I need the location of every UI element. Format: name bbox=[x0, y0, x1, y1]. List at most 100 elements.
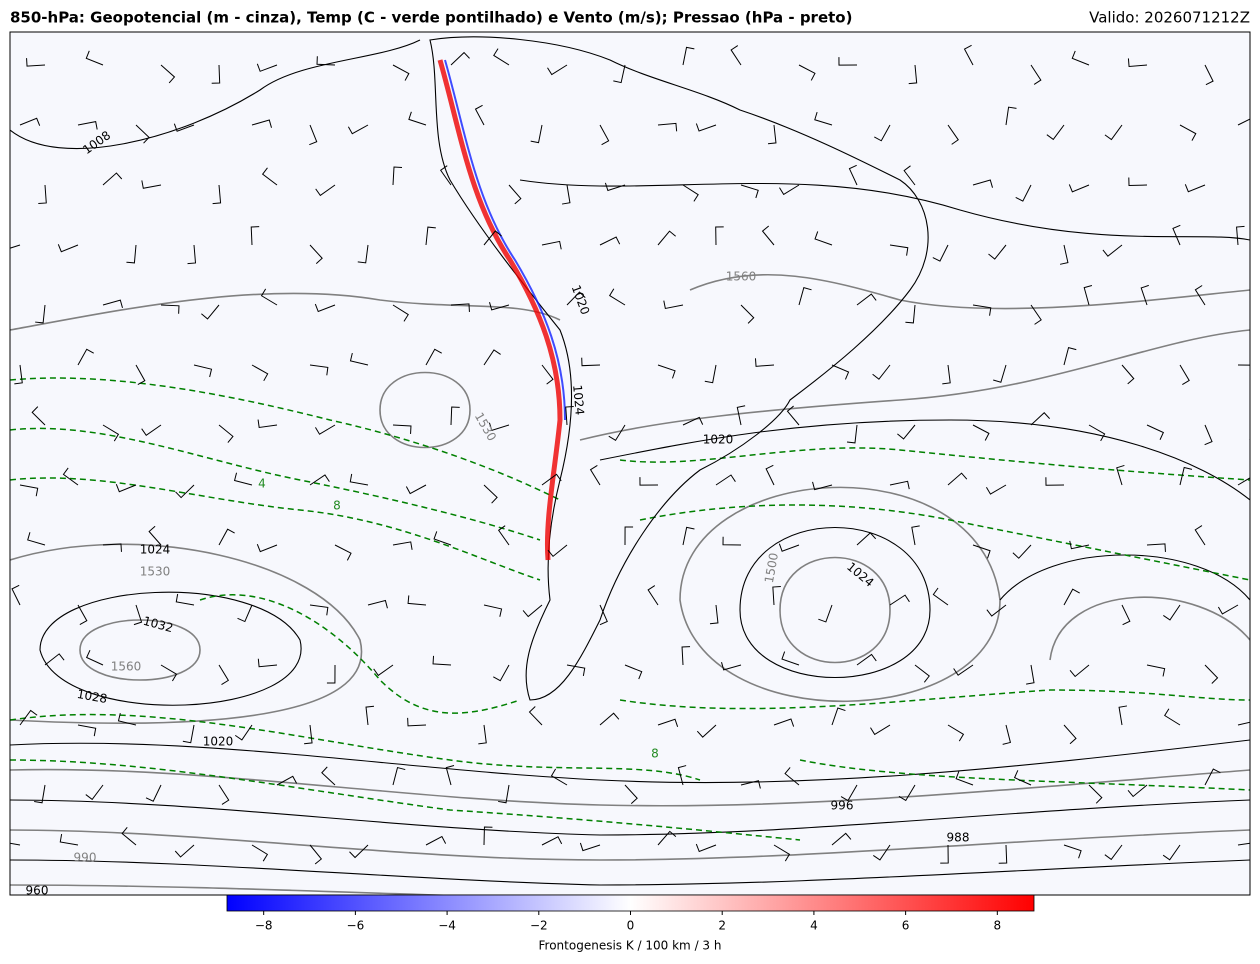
wind-barb bbox=[972, 544, 991, 559]
wind-barb bbox=[102, 543, 122, 552]
contour-label: 8 bbox=[333, 499, 341, 513]
wind-barb bbox=[1121, 364, 1135, 385]
colorbar-label: Frontogenesis K / 100 km / 3 h bbox=[539, 939, 722, 953]
wind-barb bbox=[315, 424, 336, 435]
wind-barb bbox=[1045, 477, 1065, 486]
wind-barb bbox=[77, 348, 94, 366]
wind-barb bbox=[498, 784, 510, 804]
wind-barb bbox=[117, 712, 137, 726]
wind-barb bbox=[914, 664, 930, 683]
wind-barb bbox=[1030, 412, 1051, 426]
wind-barb bbox=[256, 63, 278, 72]
wind-barb bbox=[251, 844, 269, 862]
wind-barb bbox=[831, 707, 846, 726]
wind-barb bbox=[357, 244, 369, 264]
wind-barb bbox=[1249, 438, 1250, 441]
wind-barb bbox=[1046, 124, 1065, 141]
wind-barb bbox=[160, 664, 178, 682]
wind-barb bbox=[77, 604, 88, 626]
wind-barb bbox=[19, 484, 39, 497]
wind-barb bbox=[31, 406, 46, 426]
wind-barb bbox=[135, 124, 150, 144]
wind-barb bbox=[838, 57, 858, 66]
wind-barb bbox=[367, 599, 388, 609]
wind-barb bbox=[681, 646, 691, 666]
wind-barb bbox=[874, 124, 891, 142]
wind-barb bbox=[761, 225, 775, 246]
wind-barb bbox=[773, 718, 795, 727]
wind-barb bbox=[1146, 424, 1165, 440]
wind-barb bbox=[483, 349, 501, 366]
wind-barb bbox=[911, 525, 920, 546]
wind-barb bbox=[237, 604, 253, 623]
wind-barb bbox=[193, 364, 213, 378]
wind-barb bbox=[10, 244, 21, 249]
wind-barb bbox=[905, 304, 916, 324]
wind-barb bbox=[1204, 64, 1214, 86]
wind-barb bbox=[704, 364, 717, 384]
wind-barb bbox=[1030, 304, 1042, 325]
wind-barb bbox=[722, 536, 742, 546]
wind-barb bbox=[942, 364, 951, 385]
wind-barb bbox=[778, 543, 800, 552]
wind-barb bbox=[121, 827, 137, 846]
wind-barb bbox=[1104, 124, 1123, 141]
wind-barb bbox=[133, 604, 143, 626]
wind-barb bbox=[695, 843, 717, 853]
wind-barb bbox=[856, 293, 877, 306]
wind-barb bbox=[304, 724, 313, 745]
wind-barb bbox=[445, 765, 455, 786]
wind-barb bbox=[1237, 721, 1250, 726]
wind-barb bbox=[392, 166, 403, 186]
wind-barb bbox=[187, 244, 197, 265]
wind-barb bbox=[1068, 184, 1090, 193]
wind-barb bbox=[657, 830, 677, 846]
wind-barb bbox=[160, 64, 176, 84]
wind-barb bbox=[993, 364, 1007, 383]
wind-barb bbox=[483, 826, 493, 846]
wind-barb bbox=[604, 182, 626, 192]
wind-barb bbox=[1013, 770, 1032, 786]
wind-barb bbox=[218, 424, 234, 443]
wind-barb bbox=[541, 473, 562, 486]
wind-barb bbox=[848, 164, 858, 186]
wind-barb bbox=[251, 364, 269, 382]
wind-barb bbox=[1083, 285, 1093, 306]
colorbar-tick-label: 4 bbox=[810, 919, 818, 933]
colorbar-scale bbox=[226, 894, 1035, 912]
contour-label: 996 bbox=[831, 799, 854, 813]
wind-barb bbox=[873, 844, 891, 861]
wind-barb bbox=[141, 424, 162, 436]
wind-barb bbox=[963, 44, 974, 66]
wind-barb bbox=[173, 123, 195, 132]
colorbar-tick-label: −4 bbox=[438, 919, 456, 933]
wind-barb bbox=[1063, 346, 1077, 366]
wind-barb bbox=[772, 586, 781, 606]
wind-barb bbox=[898, 784, 916, 802]
wind-barb bbox=[541, 836, 563, 846]
wind-barb bbox=[1121, 604, 1131, 626]
wind-barb bbox=[740, 184, 759, 199]
wind-barb bbox=[425, 226, 436, 246]
wind-barb bbox=[1102, 244, 1123, 257]
contour-label: 8 bbox=[651, 747, 659, 761]
wind-barb bbox=[450, 51, 470, 66]
wind-barb bbox=[1217, 604, 1239, 615]
contour-label: 1560 bbox=[726, 270, 757, 284]
valid-time: Valido: 2026071212Z bbox=[1089, 9, 1250, 27]
wind-barb bbox=[599, 124, 610, 146]
wind-barb bbox=[715, 474, 736, 486]
wind-barb bbox=[1030, 64, 1042, 85]
wind-barb bbox=[1088, 424, 1106, 442]
wind-barb bbox=[234, 724, 253, 741]
wind-barb bbox=[1163, 604, 1181, 621]
wind-barbs bbox=[10, 44, 1250, 865]
colorbar-tick-label: 8 bbox=[993, 919, 1001, 933]
wind-barb bbox=[781, 651, 800, 666]
wind-barb bbox=[450, 406, 460, 426]
wind-barb bbox=[955, 771, 974, 786]
wind-barb bbox=[497, 525, 510, 546]
wind-barb bbox=[309, 364, 329, 376]
wind-barb bbox=[1127, 784, 1148, 798]
wind-barb bbox=[624, 784, 638, 805]
